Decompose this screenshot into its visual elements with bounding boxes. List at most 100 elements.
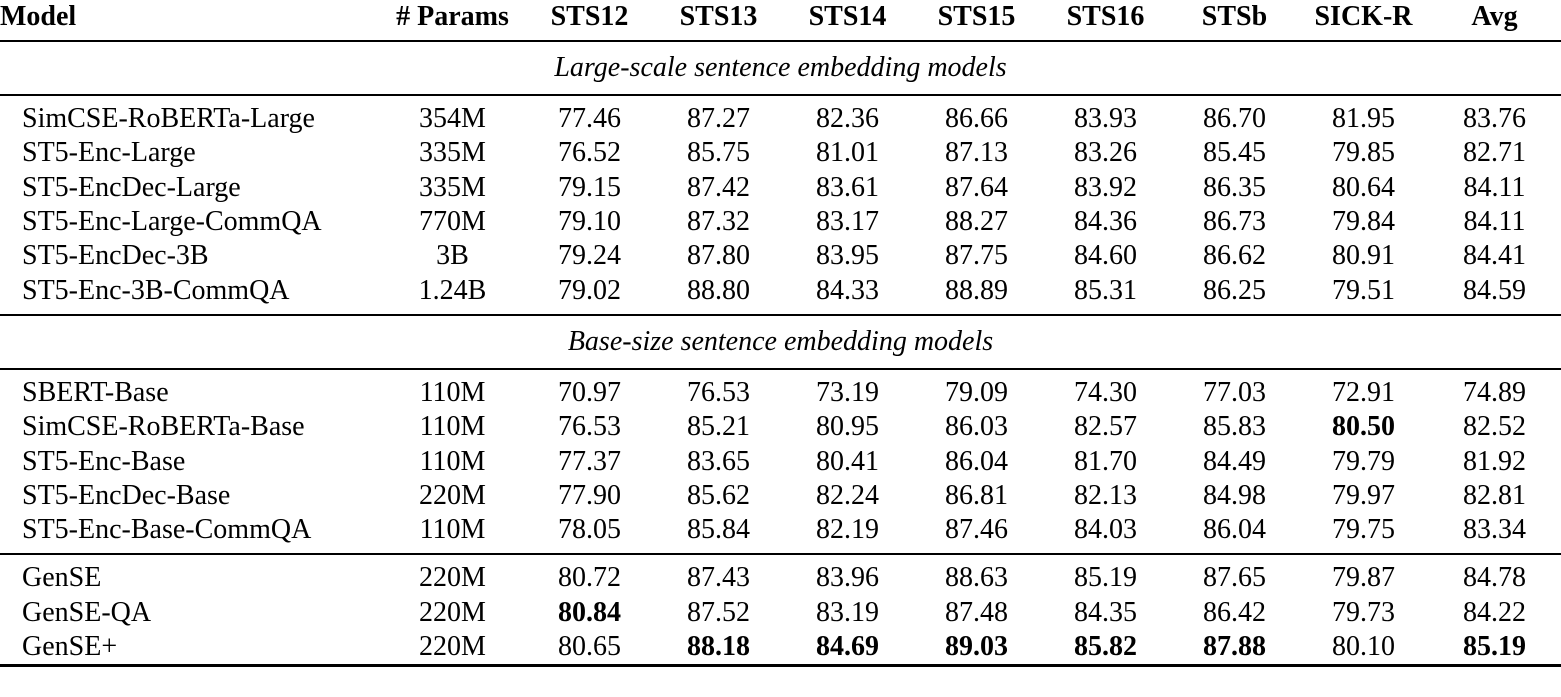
score-cell: 84.98 — [1203, 479, 1266, 511]
table-row: ST5-EncDec-3B 3B 79.24 87.80 83.95 87.75 84.60… — [0, 239, 1561, 273]
score-cell: 81.92 — [1463, 445, 1526, 477]
score-cell: 73.19 — [816, 376, 879, 408]
score-cell: 76.52 — [558, 137, 621, 169]
score-cell: 83.19 — [816, 596, 879, 628]
column-header: STS13 — [654, 0, 783, 42]
score-cell: 86.35 — [1203, 171, 1266, 203]
score-cell: 85.83 — [1203, 411, 1266, 443]
param-count: 220M — [419, 596, 486, 628]
header-row: Model # Params STS12 STS13 STS14 STS15 STS16 ST… — [0, 0, 1561, 42]
score-cell: 79.85 — [1332, 137, 1395, 169]
score-cell: 83.76 — [1463, 103, 1526, 135]
score-cell: 82.24 — [816, 479, 879, 511]
score-cell: 87.75 — [945, 240, 1008, 272]
column-header: # Params — [380, 0, 525, 42]
score-cell: 74.30 — [1074, 376, 1137, 408]
score-cell: 77.46 — [558, 103, 621, 135]
score-cell: 80.95 — [816, 411, 879, 443]
model-name: ST5-Enc-Base — [22, 445, 186, 477]
score-cell: 79.84 — [1332, 206, 1395, 238]
score-cell: 86.03 — [945, 411, 1008, 443]
model-name: ST5-EncDec-Base — [22, 479, 231, 511]
section-title: Large-scale sentence embedding models — [0, 41, 1561, 96]
score-cell: 80.64 — [1332, 171, 1395, 203]
score-cell: 85.31 — [1074, 274, 1137, 306]
model-name: ST5-Enc-Base-CommQA — [22, 514, 312, 546]
column-header: STS14 — [783, 0, 912, 42]
score-cell: 85.75 — [687, 137, 750, 169]
param-count: 110M — [419, 445, 486, 477]
score-cell: 87.27 — [687, 103, 750, 135]
score-cell: 88.18 — [654, 629, 783, 668]
score-cell: 86.70 — [1203, 103, 1266, 135]
score-cell: 86.04 — [1203, 514, 1266, 546]
column-header: STS12 — [525, 0, 654, 42]
score-cell: 76.53 — [558, 411, 621, 443]
param-count: 220M — [380, 629, 525, 668]
score-cell: 88.89 — [945, 274, 1008, 306]
score-cell: 77.37 — [558, 445, 621, 477]
score-cell: 84.33 — [816, 274, 879, 306]
score-cell: 83.93 — [1074, 103, 1137, 135]
score-cell: 79.75 — [1332, 514, 1395, 546]
score-cell: 86.73 — [1203, 206, 1266, 238]
model-name: ST5-EncDec-3B — [22, 240, 209, 272]
score-cell: 80.10 — [1299, 629, 1428, 668]
score-cell: 82.36 — [816, 103, 879, 135]
score-cell: 85.62 — [687, 479, 750, 511]
score-cell: 83.65 — [687, 445, 750, 477]
score-cell: 83.95 — [816, 240, 879, 272]
param-count: 110M — [419, 376, 486, 408]
score-cell: 82.71 — [1463, 137, 1526, 169]
score-cell: 79.02 — [558, 274, 621, 306]
score-cell: 70.97 — [558, 376, 621, 408]
score-cell: 84.22 — [1463, 596, 1526, 628]
score-cell: 85.19 — [1074, 562, 1137, 594]
score-cell: 84.60 — [1074, 240, 1137, 272]
table-row: ST5-Enc-Large-CommQA 770M 79.10 87.32 83.17 8… — [0, 205, 1561, 239]
score-cell: 87.48 — [945, 596, 1008, 628]
table-row: ST5-Enc-Large 335M 76.52 85.75 81.01 87.13 83.… — [0, 136, 1561, 170]
model-name: GenSE — [22, 562, 102, 594]
score-cell: 87.65 — [1203, 562, 1266, 594]
score-cell: 77.03 — [1203, 376, 1266, 408]
score-cell: 88.63 — [945, 562, 1008, 594]
model-name: ST5-EncDec-Large — [22, 171, 241, 203]
score-cell: 79.97 — [1332, 479, 1395, 511]
score-cell: 87.46 — [945, 514, 1008, 546]
score-cell: 86.66 — [945, 103, 1008, 135]
score-cell: 82.57 — [1074, 411, 1137, 443]
score-cell: 87.52 — [687, 596, 750, 628]
score-cell: 79.09 — [945, 376, 1008, 408]
model-name: GenSE+ — [0, 629, 380, 668]
model-name: SimCSE-RoBERTa-Base — [22, 411, 305, 443]
column-header: STS16 — [1041, 0, 1170, 42]
score-cell: 77.90 — [558, 479, 621, 511]
table-row: SimCSE-RoBERTa-Large 354M 77.46 87.27 82.36 8… — [0, 102, 1561, 136]
score-cell: 83.34 — [1463, 514, 1526, 546]
score-cell: 79.51 — [1332, 274, 1395, 306]
param-count: 110M — [419, 411, 486, 443]
param-count: 335M — [419, 171, 486, 203]
table-row: ST5-EncDec-Large 335M 79.15 87.42 83.61 87.64… — [0, 171, 1561, 205]
score-cell: 84.59 — [1463, 274, 1526, 306]
score-cell: 83.61 — [816, 171, 879, 203]
score-cell: 87.64 — [945, 171, 1008, 203]
model-name: SimCSE-RoBERTa-Large — [22, 103, 315, 135]
score-cell: 81.01 — [816, 137, 879, 169]
score-cell: 79.24 — [558, 240, 621, 272]
score-cell: 87.88 — [1170, 629, 1299, 668]
score-cell: 76.53 — [687, 376, 750, 408]
column-header: SICK-R — [1299, 0, 1428, 42]
section-title: Base-size sentence embedding models — [0, 314, 1561, 370]
table-row: ST5-EncDec-Base 220M 77.90 85.62 82.24 86.81 8… — [0, 479, 1561, 513]
score-cell: 87.32 — [687, 206, 750, 238]
model-name: ST5-Enc-3B-CommQA — [22, 274, 290, 306]
score-cell: 84.35 — [1074, 596, 1137, 628]
score-cell: 85.45 — [1203, 137, 1266, 169]
score-cell: 79.79 — [1332, 445, 1395, 477]
table-row: GenSE 220M 80.72 87.43 83.96 88.63 85.19 87.65 7… — [0, 561, 1561, 595]
score-cell: 87.13 — [945, 137, 1008, 169]
table-row: ST5-Enc-3B-CommQA 1.24B 79.02 88.80 84.33 88.… — [0, 273, 1561, 307]
section-header: Large-scale sentence embedding models — [0, 41, 1561, 96]
